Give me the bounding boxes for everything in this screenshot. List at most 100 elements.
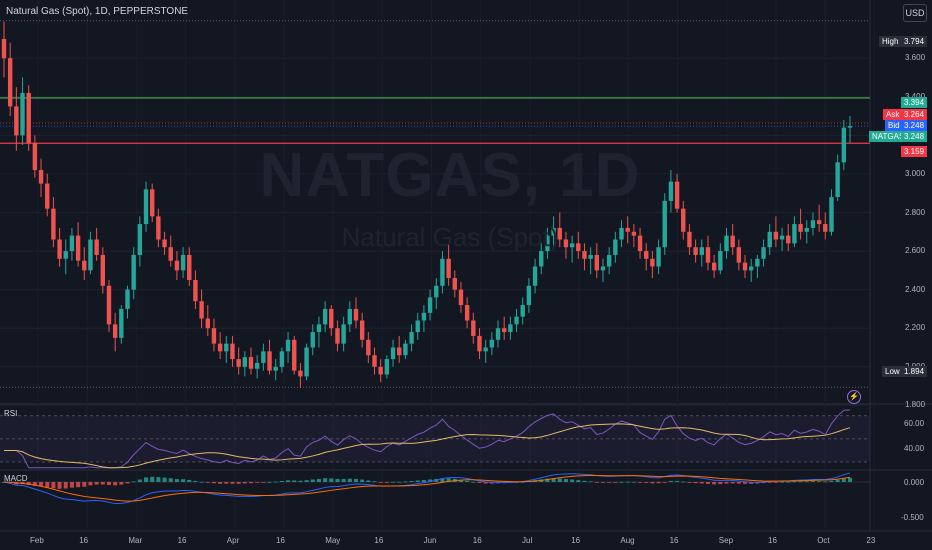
macd-histogram-bar — [224, 482, 229, 484]
candle-body — [687, 231, 692, 248]
macd-histogram-bar — [415, 480, 420, 482]
macd-histogram-bar — [255, 482, 260, 483]
macd-histogram-bar — [76, 482, 81, 488]
candle-body — [384, 359, 390, 375]
macd-histogram-bar — [279, 481, 284, 482]
macd-histogram-bar — [687, 482, 692, 483]
macd-histogram-bar — [699, 482, 704, 484]
macd-histogram-bar — [347, 478, 352, 482]
rsi-axis-60: 60.00 — [904, 419, 925, 428]
macd-histogram-bar — [440, 478, 445, 482]
macd-histogram-bar — [156, 477, 161, 482]
time-axis-label: 16 — [276, 536, 285, 545]
candle-body — [458, 289, 464, 306]
candle-body — [316, 324, 322, 333]
time-axis-label: Mar — [128, 536, 143, 545]
macd-histogram-bar — [51, 482, 56, 489]
candle-body — [112, 324, 118, 338]
macd-histogram-bar — [409, 481, 414, 482]
watermark-symbol: NATGAS, 1D — [259, 141, 641, 210]
macd-histogram-bar — [292, 480, 297, 482]
currency-button[interactable]: USD — [903, 4, 927, 22]
candle-body — [489, 339, 495, 348]
candle-body — [644, 251, 649, 259]
candle-body — [495, 328, 501, 340]
alert-bolt-icon[interactable]: ⚡ — [847, 390, 861, 404]
macd-histogram-bar — [576, 480, 581, 482]
time-axis-label: Aug — [620, 536, 635, 545]
candle-body — [390, 347, 396, 360]
time-axis-label: Sep — [718, 536, 734, 545]
low-label-badge: Low — [882, 366, 903, 377]
macd-histogram-bar — [607, 482, 612, 483]
macd-histogram-bar — [675, 480, 680, 482]
macd-histogram-bar — [810, 481, 815, 482]
candle-body — [187, 254, 192, 280]
candle-body — [810, 220, 816, 228]
macd-histogram-bar — [594, 482, 599, 483]
candle-body — [69, 235, 75, 252]
macd-signal-line — [3, 474, 851, 502]
candle-body — [798, 224, 803, 232]
candle-body — [119, 308, 124, 338]
candle-body — [674, 181, 680, 209]
time-axis-label: 16 — [79, 536, 89, 545]
macd-histogram-bar — [144, 477, 149, 482]
candle-body — [773, 231, 779, 240]
candle-body — [650, 258, 655, 267]
candle-body — [520, 305, 525, 317]
macd-histogram-bar — [619, 481, 624, 483]
candle-body — [143, 189, 149, 225]
macd-histogram-bar — [249, 482, 254, 484]
macd-histogram-bar — [477, 482, 482, 483]
candle-body — [415, 320, 420, 333]
time-axis-label: 16 — [768, 536, 777, 545]
candle-body — [483, 347, 488, 352]
candle-body — [174, 260, 180, 271]
price-axis-label: 3.600 — [905, 53, 926, 63]
price-axis-label: 2.600 — [905, 246, 926, 256]
macd-histogram-bar — [829, 480, 834, 482]
candle-body — [353, 308, 359, 321]
candle-body — [125, 289, 130, 309]
macd-histogram-bar — [644, 482, 649, 483]
rsi-ma-line — [4, 423, 851, 469]
candle-body — [786, 235, 791, 244]
macd-pane — [0, 472, 870, 505]
macd-histogram-bar — [242, 482, 247, 484]
candle-body — [267, 351, 272, 371]
macd-histogram-bar — [520, 481, 525, 483]
candle-body — [75, 235, 81, 261]
macd-histogram-bar — [600, 482, 605, 483]
time-axis-label: Oct — [817, 536, 830, 545]
macd-histogram-bar — [428, 479, 433, 482]
macd-histogram-bar — [335, 478, 340, 482]
candle-body — [576, 243, 581, 252]
candle-body — [625, 227, 630, 232]
macd-line — [3, 472, 851, 505]
macd-histogram-bar — [32, 482, 37, 486]
macd-histogram-bar — [366, 480, 371, 482]
candle-body — [285, 339, 291, 352]
candle-body — [440, 258, 445, 286]
candle-body — [508, 324, 513, 333]
grid-lines — [0, 0, 932, 532]
candle-body — [748, 266, 754, 271]
candle-body — [711, 262, 717, 271]
price-axis-label: 3.000 — [905, 168, 926, 178]
macd-histogram-bar — [131, 481, 136, 483]
time-axis-label: Feb — [30, 536, 44, 545]
time-axis-label: 16 — [177, 536, 187, 545]
candle-body — [829, 197, 834, 232]
macd-histogram-bar — [323, 478, 328, 482]
candle-body — [539, 251, 544, 267]
candle-body — [199, 301, 204, 319]
candle-body — [693, 247, 698, 255]
candle-body — [292, 339, 297, 371]
candle-body — [335, 328, 340, 344]
candle-body — [656, 247, 661, 267]
candle-body — [477, 335, 482, 352]
macd-histogram-bar — [545, 478, 550, 482]
macd-label: MACD — [4, 474, 28, 483]
